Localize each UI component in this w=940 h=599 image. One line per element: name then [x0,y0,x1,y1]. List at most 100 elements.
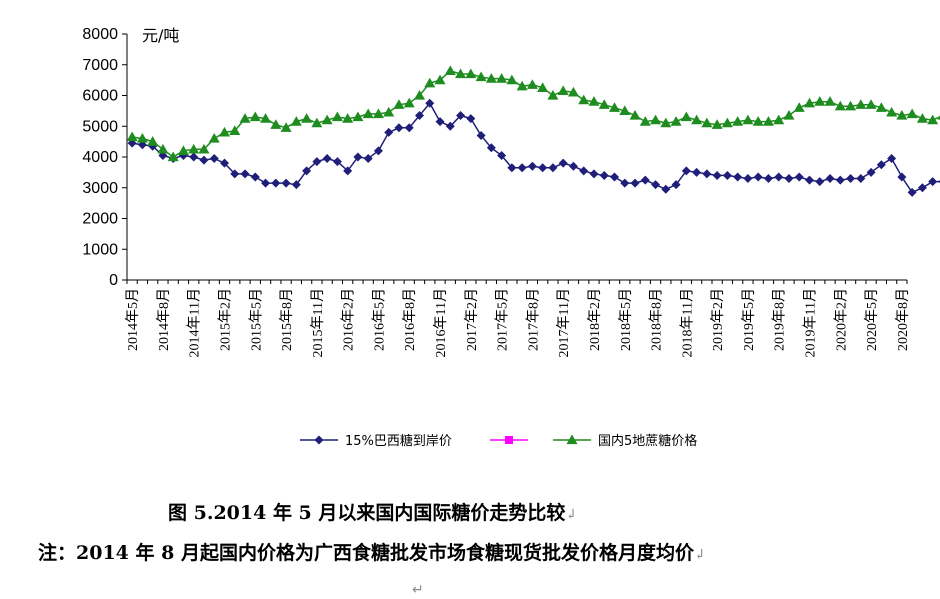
x-tick-label: 2020年2月 [833,288,849,351]
data-point [629,109,641,120]
data-point [855,99,867,109]
data-point [199,155,209,165]
data-point [598,99,610,109]
data-point [630,178,640,188]
data-point [507,163,517,173]
data-point [373,146,383,156]
data-point [486,143,496,153]
legend-marker [505,436,513,444]
x-tick-label: 2014年5月 [125,288,141,351]
data-point [588,96,600,106]
x-tick-label: 2015年2月 [218,288,234,351]
data-point [742,114,754,125]
data-point [721,117,733,128]
data-point [722,170,732,180]
data-point [188,143,200,154]
data-point [394,123,404,133]
data-point [856,174,866,184]
data-point [670,116,682,126]
data-point [793,102,805,112]
data-point [805,175,814,185]
data-point [466,114,476,124]
y-tick-label: 5000 [82,118,118,135]
data-point [865,99,877,109]
y-tick-label: 0 [109,272,118,289]
legend-item: 国内5地蔗糖价格 [553,433,697,449]
figure-note-text: 注：2014 年 8 月起国内价格为广西食糖批发市场食糖现货批发价格月度均价 [38,542,694,564]
data-point [527,161,537,171]
data-point [619,105,631,115]
y-tick-label: 7000 [82,57,118,74]
data-point [804,97,815,108]
data-point [763,174,773,184]
data-point [424,77,436,88]
data-point [916,113,928,123]
data-point [250,172,260,182]
data-point [537,82,549,92]
data-point [639,116,651,126]
data-point [732,116,744,126]
data-point [372,108,384,119]
x-tick-label: 2018年5月 [618,288,634,351]
data-point [311,117,323,128]
data-point [177,145,189,155]
data-point [845,100,857,111]
x-tick-label: 2018年8月 [649,288,665,351]
paragraph-mark: ↲ [565,507,578,523]
data-point [352,111,364,122]
unit-label: 元/吨 [142,26,179,45]
data-point [579,166,589,176]
data-point [651,180,661,190]
data-point [886,106,898,117]
data-point [712,170,722,180]
data-point [198,143,210,154]
data-point [362,108,374,119]
y-axis: 0 1000 2000 3000 4000 5000 6000 7000 8000 [82,26,128,289]
data-point [290,116,302,126]
data-point [434,74,446,85]
x-tick-label: 2019年5月 [741,288,757,351]
data-point [497,150,507,160]
x-tick-label: 2015年5月 [248,288,264,351]
data-point [342,113,354,123]
data-point [906,108,918,119]
data-point [331,111,343,122]
data-point [824,96,836,106]
data-point [661,184,671,194]
data-point [702,169,712,179]
data-point [475,71,487,82]
x-tick-label: 2014年8月 [156,288,172,351]
data-point [589,169,599,179]
data-point [260,113,272,123]
data-point [271,178,281,188]
data-point [506,74,518,85]
data-point [773,114,785,125]
y-tick-label: 3000 [82,180,118,197]
data-point [526,79,538,89]
data-point [444,65,456,76]
data-point [547,90,559,100]
data-point [240,169,250,179]
data-point [465,68,477,79]
data-point [835,175,845,185]
data-point [897,172,907,182]
empty-paragraph-mark: ↵ [412,582,424,598]
x-tick-label: 2020年8月 [895,288,911,351]
data-point [548,163,558,173]
legend-marker [566,434,578,445]
data-point [136,133,148,143]
data-point [312,157,322,167]
data-point [927,114,939,125]
x-tick-label: 2020年5月 [864,288,880,351]
data-point [538,163,548,173]
data-point [660,117,672,128]
data-point [599,170,609,180]
data-point [220,158,229,168]
data-point [875,102,887,112]
data-point [322,154,332,164]
data-point [384,127,394,137]
y-tick-label: 4000 [82,149,118,166]
x-tick-label: 2019年2月 [710,288,726,351]
data-point [609,102,620,112]
y-tick-label: 8000 [82,26,118,43]
